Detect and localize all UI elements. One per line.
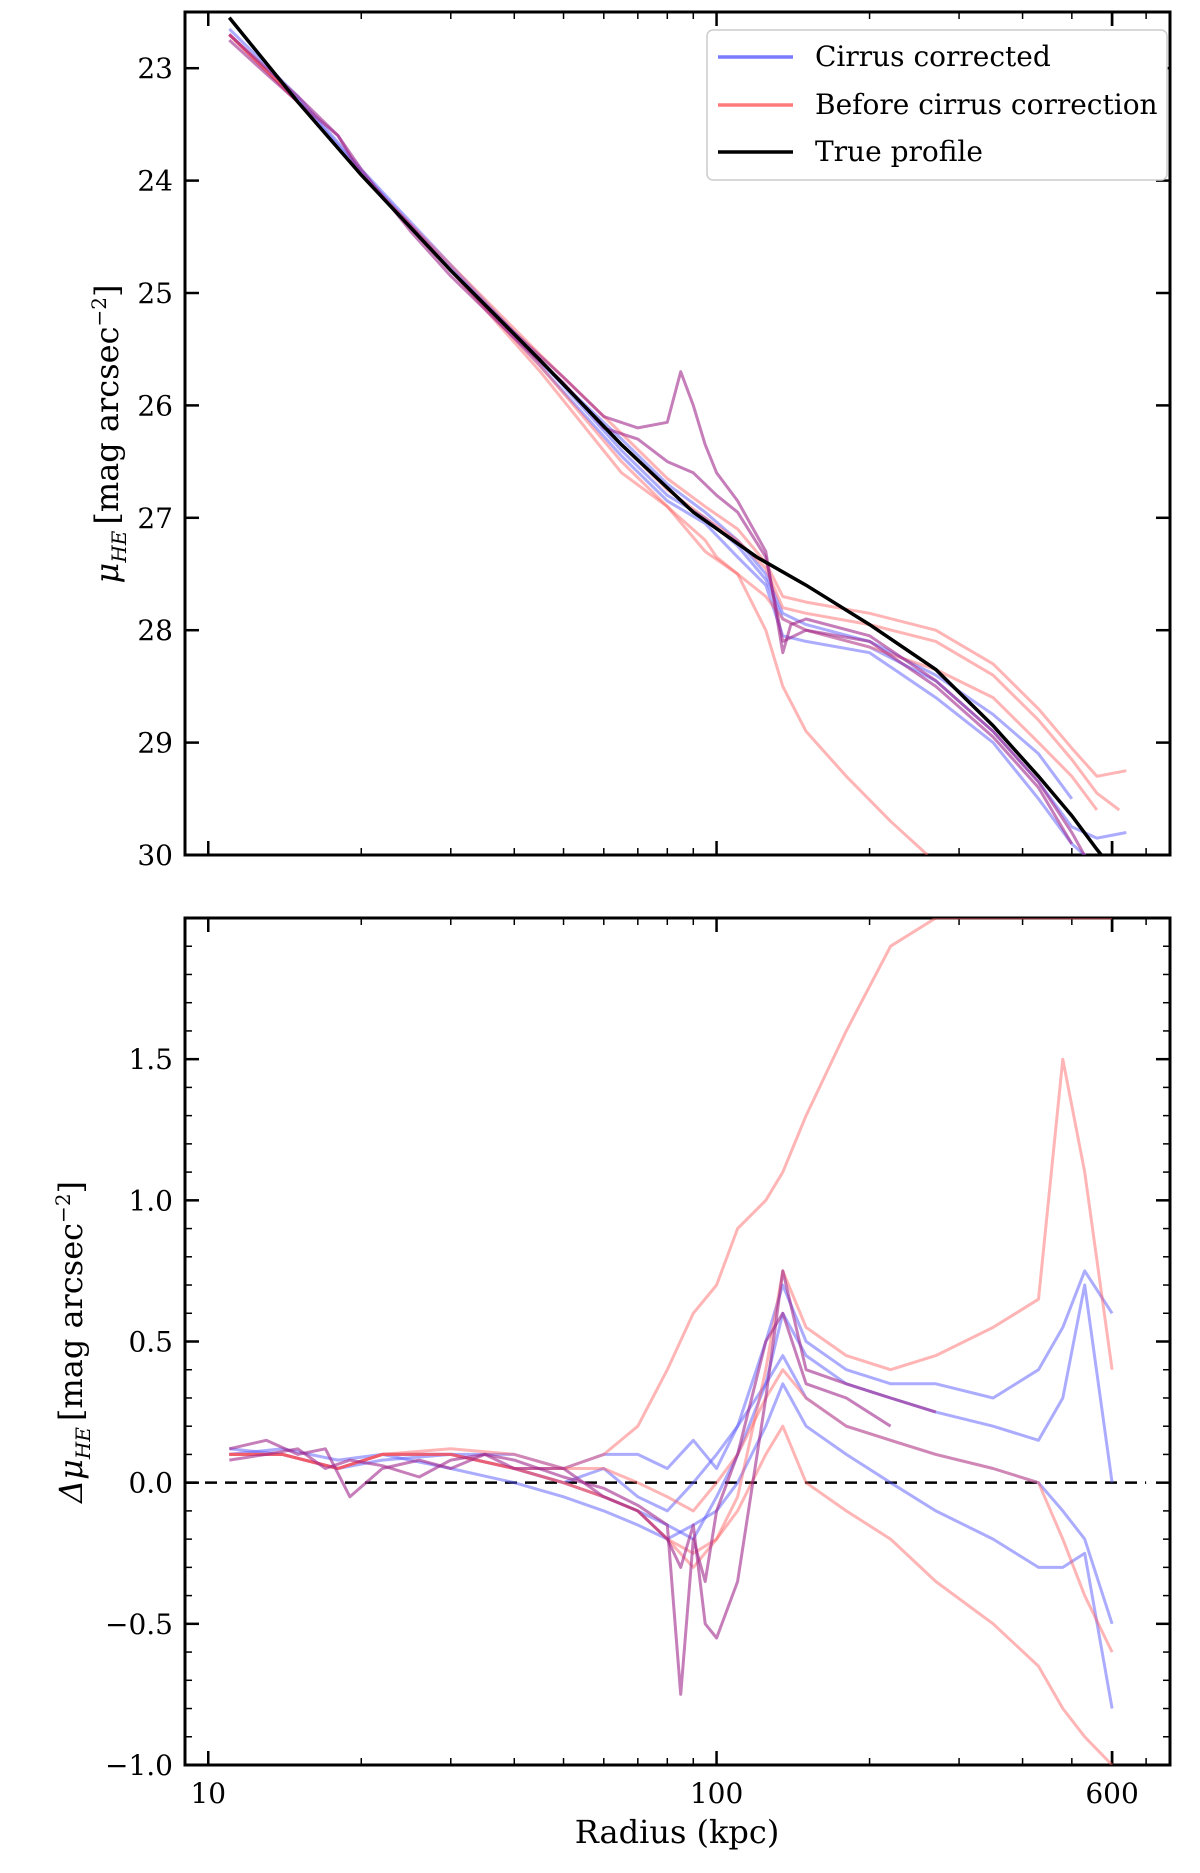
true-profile-line (227, 16, 1104, 855)
ytick-label: 1.5 (128, 1043, 173, 1076)
ytick-label: 30 (137, 839, 173, 872)
bottom-series-group (185, 918, 1147, 1765)
bottom-ticks (184, 917, 1170, 1767)
ytick-label: 1.0 (128, 1184, 173, 1217)
ytick-label: 0.5 (128, 1326, 173, 1359)
ytick-label: −1.0 (105, 1749, 173, 1782)
top-series-group (227, 16, 1127, 855)
bottom-series-line-2 (229, 1269, 1114, 1470)
bottom-xtick-labels: 10 100 600 (190, 1777, 1138, 1810)
legend-label-cirrus-corrected: Cirrus corrected (815, 40, 1051, 73)
bottom-ytick-labels: −1.0 −0.5 0.0 0.5 1.0 1.5 (105, 1043, 173, 1782)
bottom-plot-frame (183, 916, 1172, 1767)
bottom-series-line-8 (228, 1269, 937, 1640)
bottom-ylabel-main: Δμ (52, 1459, 90, 1505)
bottom-series-line-5 (229, 918, 1113, 1470)
bottom-series-line-6 (229, 1424, 1114, 1765)
top-ylabel-main: μ (88, 563, 126, 584)
ytick-label: 25 (137, 277, 173, 310)
bottom-ylabel: ΔμHE [mag arcsec−2] (51, 1181, 95, 1505)
top-series-line-8 (228, 33, 1074, 845)
bottom-ylabel-unit: [mag arcsec (52, 1223, 90, 1421)
bottom-series-line-4 (229, 1057, 1114, 1555)
legend: Cirrus corrected Before cirrus correctio… (706, 29, 1168, 181)
ytick-label: 0.0 (128, 1467, 173, 1500)
ytick-label: 28 (137, 614, 173, 647)
top-ticks (184, 12, 1170, 857)
top-panel: 23 24 25 26 27 28 29 30 μHE [mag arcsec−2] Cirru… (87, 10, 1172, 872)
bottom-ylabel-close: ] (52, 1181, 90, 1193)
ytick-label: 29 (137, 727, 173, 760)
xtick-label: 600 (1085, 1777, 1138, 1810)
bottom-series-clip (185, 918, 1147, 1765)
top-ylabel-exp: −2 (87, 297, 111, 326)
bottom-ylabel-sub: HE (71, 1427, 95, 1460)
ytick-label: 27 (137, 502, 173, 535)
bottom-series-line-7 (229, 1368, 1114, 1653)
bottom-xlabel: Radius (kpc) (575, 1813, 780, 1851)
xtick-label: 100 (690, 1777, 743, 1810)
top-ylabel-unit: [mag arcsec (88, 326, 126, 524)
top-ytick-labels: 23 24 25 26 27 28 29 30 (137, 52, 173, 872)
bottom-panel: −1.0 −0.5 0.0 0.5 1.0 1.5 10 100 600 ΔμHE [mag a… (51, 916, 1172, 1851)
bottom-series-line-9 (229, 1311, 892, 1696)
top-series-clip (227, 16, 1127, 855)
top-ylabel-sub: HE (107, 530, 131, 563)
ytick-label: 24 (137, 165, 173, 198)
ytick-label: −0.5 (105, 1608, 173, 1641)
legend-label-true-profile: True profile (815, 135, 983, 168)
legend-box (706, 29, 1168, 181)
bottom-ylabel-exp: −2 (51, 1193, 75, 1222)
top-ylabel: μHE [mag arcsec−2] (87, 285, 131, 584)
ytick-label: 26 (137, 389, 173, 422)
legend-label-before-cirrus-correction: Before cirrus correction (815, 88, 1158, 121)
top-ylabel-close: ] (88, 285, 126, 297)
xtick-label: 10 (190, 1777, 226, 1810)
ytick-label: 23 (137, 52, 173, 85)
